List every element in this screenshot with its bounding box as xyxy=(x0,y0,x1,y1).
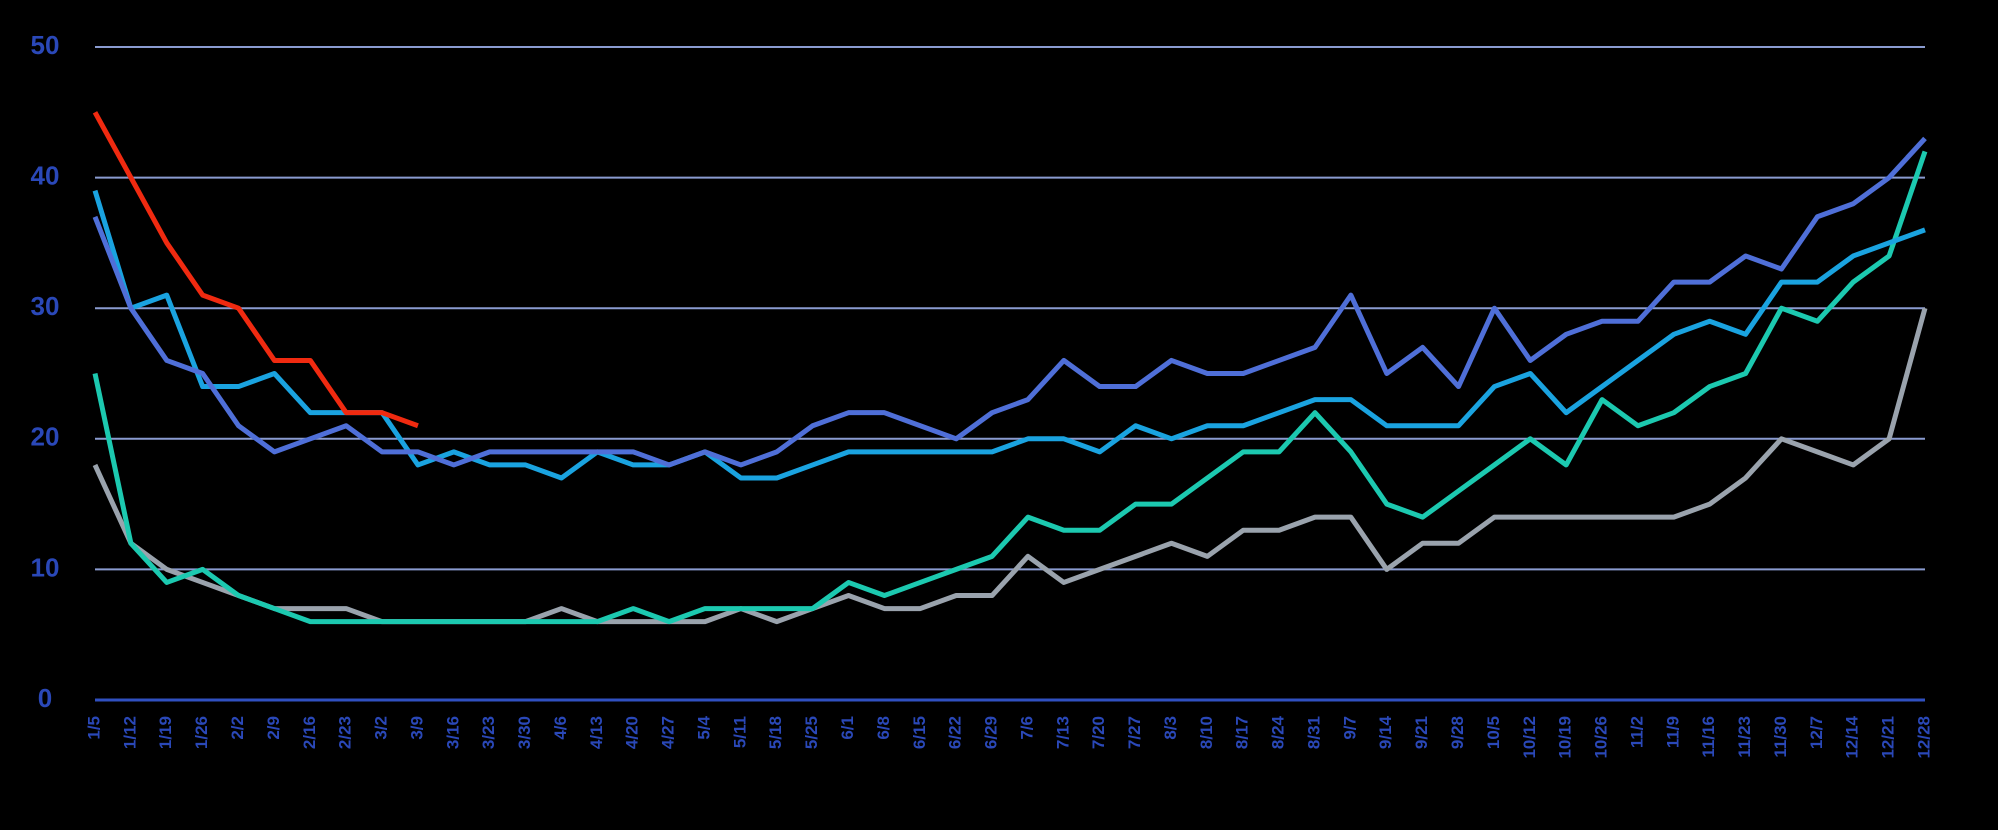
x-tick-label: 7/6 xyxy=(1017,716,1036,740)
x-tick-label: 8/31 xyxy=(1304,716,1323,749)
y-tick-label: 30 xyxy=(31,291,60,321)
series-line xyxy=(92,307,1928,625)
x-tick-label: 7/27 xyxy=(1125,716,1144,749)
x-tick-label: 10/26 xyxy=(1592,716,1611,759)
x-tick-label: 3/23 xyxy=(479,716,498,749)
x-tick-label: 2/9 xyxy=(264,716,283,740)
x-tick-label: 10/19 xyxy=(1556,716,1575,759)
series-line xyxy=(92,136,1927,468)
x-tick-label: 6/15 xyxy=(910,716,929,749)
x-tick-label: 7/20 xyxy=(1089,716,1108,749)
x-tick-label: 9/21 xyxy=(1412,716,1431,749)
x-tick-label: 10/5 xyxy=(1484,716,1503,749)
x-tick-label: 11/16 xyxy=(1699,716,1718,758)
x-tick-label: 5/25 xyxy=(802,716,821,749)
x-tick-label: 11/9 xyxy=(1663,716,1682,748)
x-tick-label: 12/21 xyxy=(1879,716,1898,759)
y-tick-label: 10 xyxy=(31,552,60,582)
y-tick-label: 20 xyxy=(31,422,60,452)
x-tick-label: 5/11 xyxy=(730,716,749,748)
x-tick-label: 12/7 xyxy=(1807,716,1826,749)
x-tick-label: 6/29 xyxy=(982,716,1001,749)
x-tick-label: 9/28 xyxy=(1448,716,1467,749)
x-tick-label: 1/26 xyxy=(192,716,211,749)
x-tick-label: 6/22 xyxy=(946,716,965,749)
x-tick-label: 4/6 xyxy=(551,716,570,740)
x-tick-label: 8/3 xyxy=(1161,716,1180,740)
x-tick-label: 6/8 xyxy=(874,716,893,740)
x-tick-label: 2/2 xyxy=(228,716,247,740)
series-line xyxy=(92,111,419,429)
x-tick-label: 9/14 xyxy=(1376,715,1395,749)
series-line xyxy=(92,189,1926,481)
x-tick-label: 5/18 xyxy=(766,716,785,749)
x-tick-label: 8/10 xyxy=(1197,716,1216,749)
x-tick-label: 1/12 xyxy=(120,716,139,749)
y-tick-label: 40 xyxy=(31,160,60,190)
y-tick-label: 0 xyxy=(38,683,52,713)
x-tick-label: 7/13 xyxy=(1053,716,1072,749)
x-tick-label: 4/13 xyxy=(587,716,606,749)
series-line xyxy=(92,150,1928,625)
x-tick-label: 2/16 xyxy=(300,716,319,749)
x-tick-label: 8/24 xyxy=(1269,715,1288,749)
x-tick-label: 2/23 xyxy=(336,716,355,749)
x-tick-label: 3/2 xyxy=(372,716,391,740)
x-tick-label: 5/4 xyxy=(694,715,713,739)
x-tick-label: 1/19 xyxy=(156,716,175,749)
x-tick-label: 11/23 xyxy=(1735,716,1754,758)
x-tick-label: 6/1 xyxy=(838,716,857,740)
x-tick-label: 12/28 xyxy=(1914,716,1933,759)
x-tick-label: 4/20 xyxy=(623,716,642,749)
x-tick-label: 4/27 xyxy=(659,716,678,749)
y-tick-label: 50 xyxy=(31,30,60,60)
x-tick-label: 8/17 xyxy=(1233,716,1252,749)
x-tick-label: 11/2 xyxy=(1627,716,1646,748)
x-tick-label: 3/30 xyxy=(515,716,534,749)
x-tick-label: 9/7 xyxy=(1340,716,1359,740)
x-tick-label: 11/30 xyxy=(1771,716,1790,758)
x-tick-label: 1/5 xyxy=(84,716,103,740)
x-tick-label: 10/12 xyxy=(1520,716,1539,759)
x-tick-label: 3/16 xyxy=(443,716,462,749)
x-tick-label: 3/9 xyxy=(407,716,426,740)
x-tick-label: 12/14 xyxy=(1843,715,1862,758)
